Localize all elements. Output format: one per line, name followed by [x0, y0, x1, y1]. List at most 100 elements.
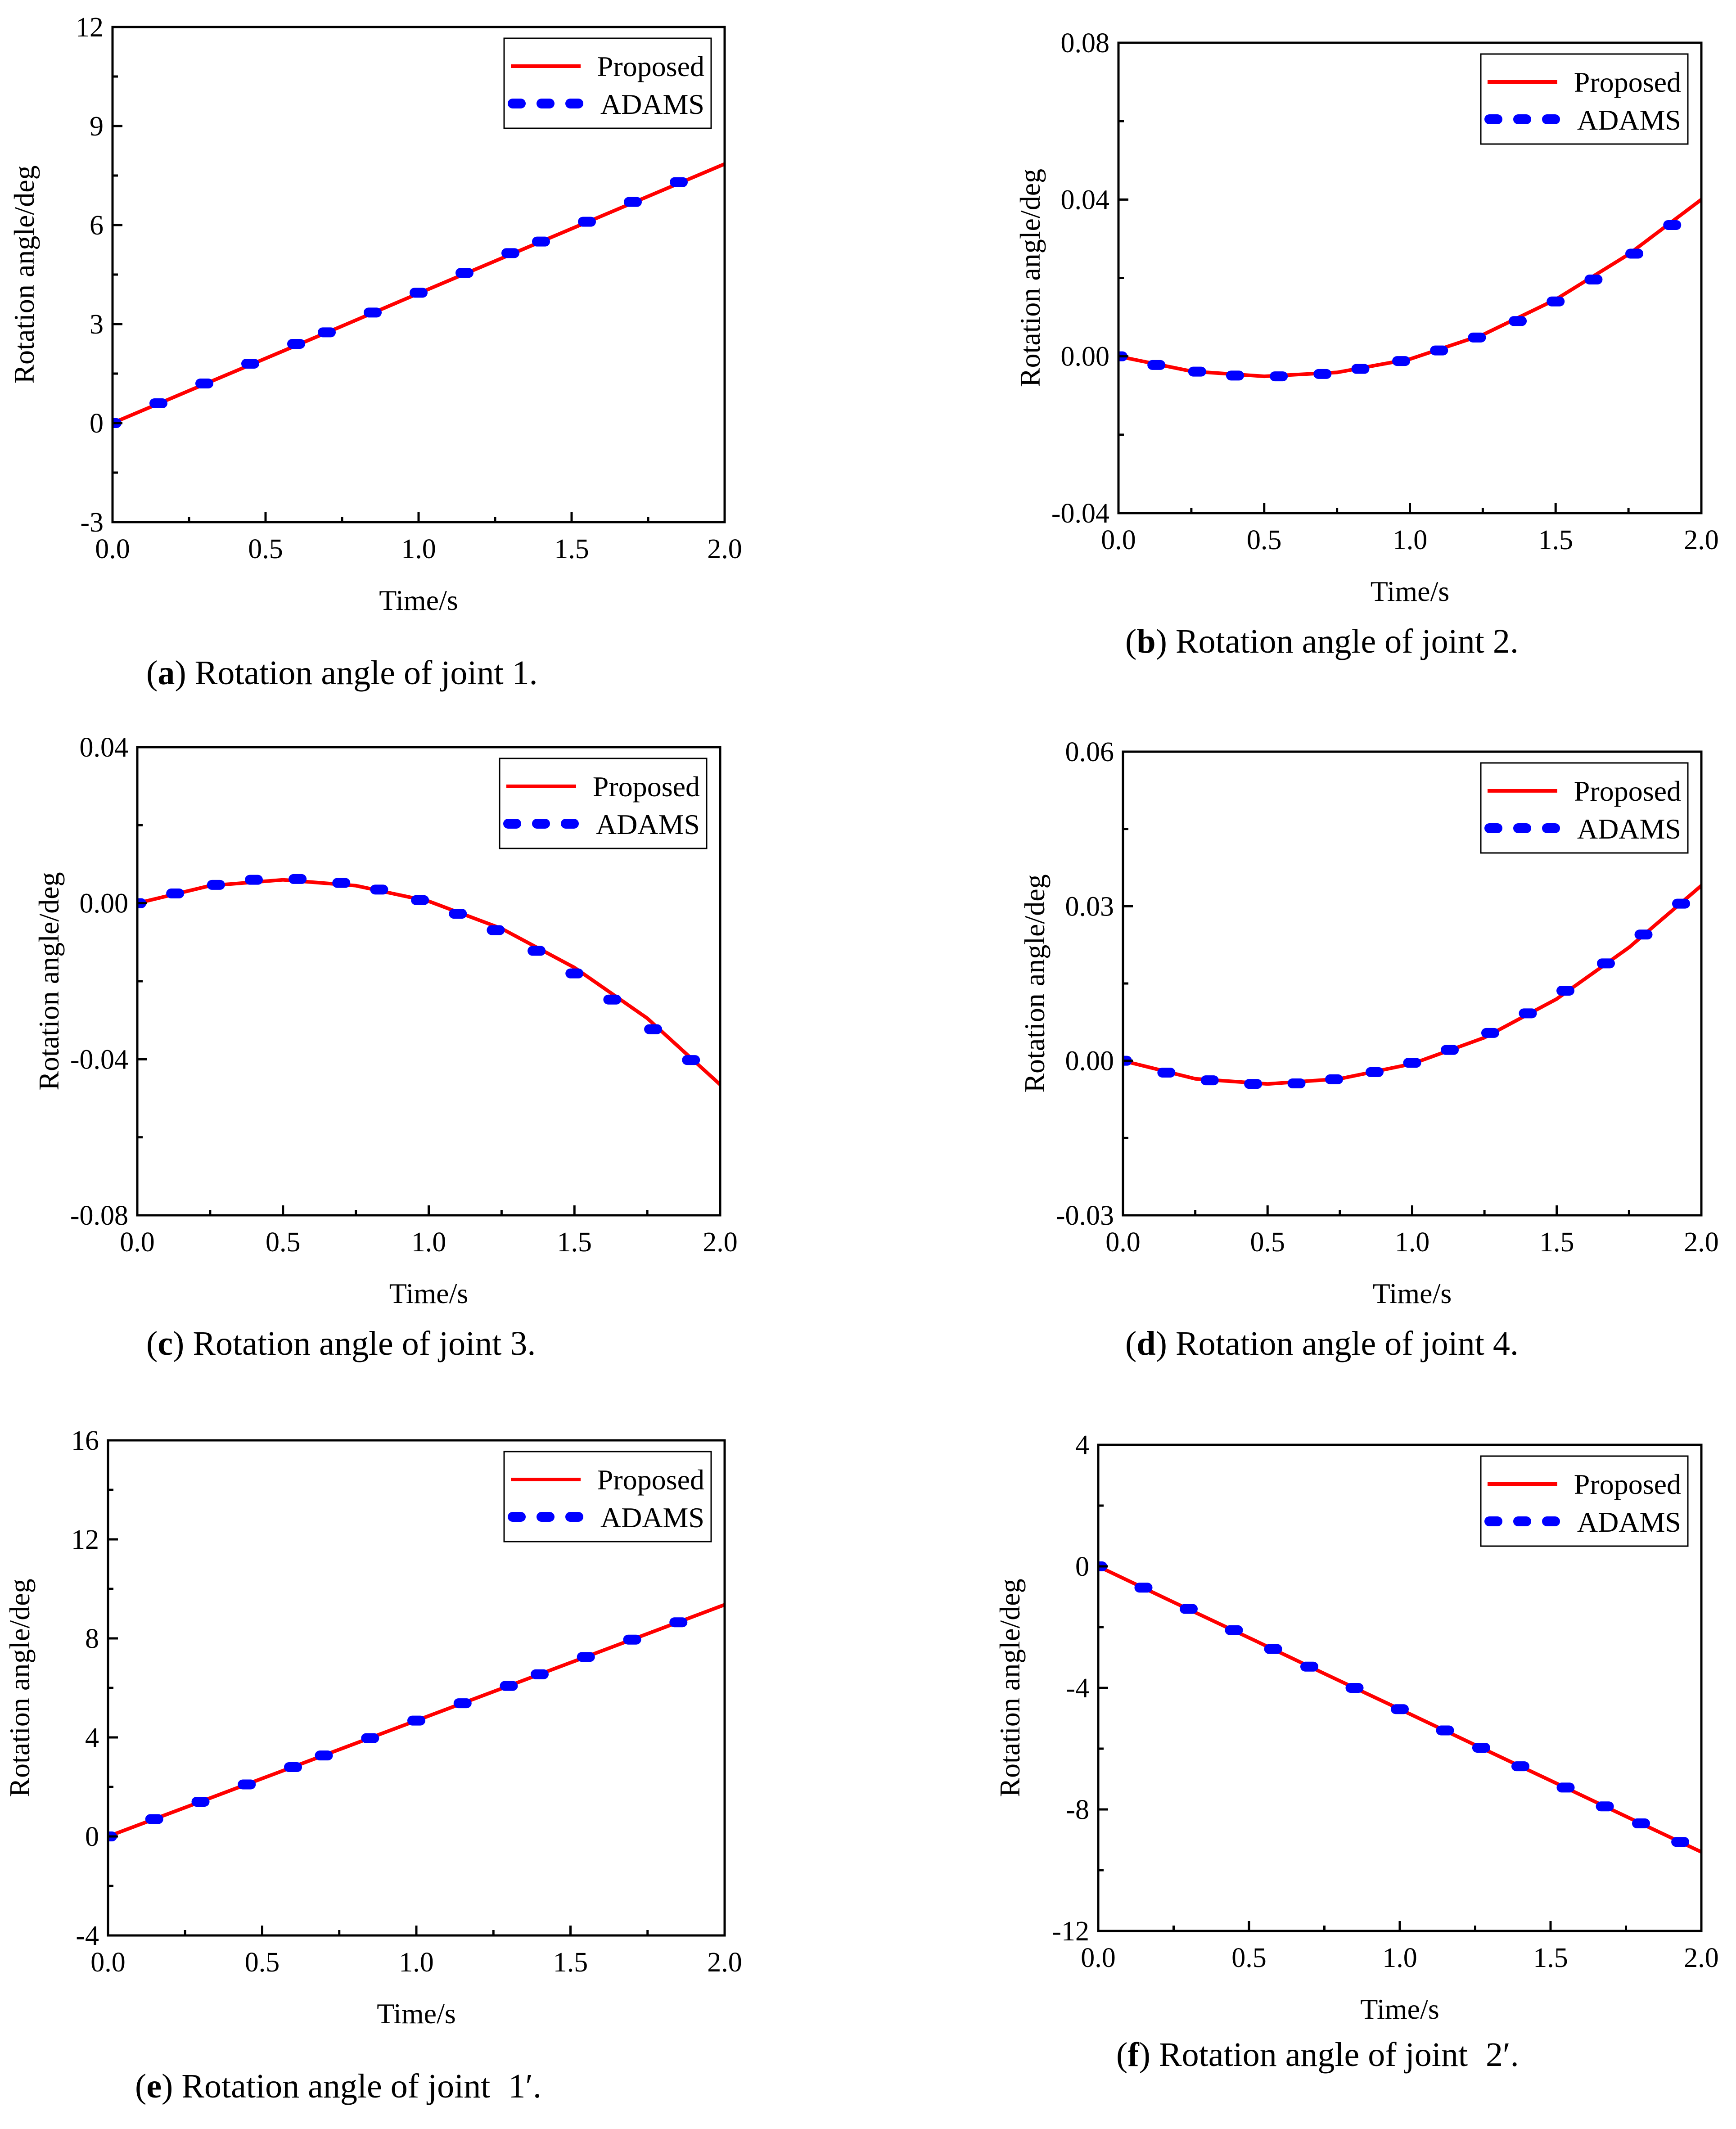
- caption-letter: b: [1136, 622, 1155, 660]
- caption-open-paren: (: [1125, 1325, 1136, 1362]
- x-tick-label: 2.0: [1684, 525, 1719, 555]
- x-tick-label: 1.0: [1382, 1943, 1417, 1973]
- x-tick-label: 2.0: [1684, 1943, 1719, 1973]
- x-tick-label: 0.5: [266, 1227, 301, 1258]
- y-tick-label: 0.08: [1061, 28, 1110, 59]
- x-tick-label: 1.5: [1533, 1943, 1568, 1973]
- series-proposed-line: [1123, 884, 1701, 1086]
- panel-caption: (b) Rotation angle of joint 2.: [1125, 622, 1519, 660]
- x-tick-label: 0.5: [248, 534, 283, 564]
- legend-proposed-label: Proposed: [1574, 775, 1681, 807]
- legend: Proposed ADAMS: [1480, 1455, 1689, 1547]
- y-axis-label: Rotation angle/deg: [8, 165, 40, 383]
- y-axis-label: Rotation angle/deg: [1019, 874, 1051, 1092]
- y-axis-label: Rotation angle/deg: [994, 1579, 1026, 1797]
- x-tick-label: 0.0: [90, 1947, 126, 1978]
- caption-letter: f: [1127, 2036, 1140, 2074]
- panel-caption: (c) Rotation angle of joint 3.: [146, 1325, 536, 1362]
- y-tick-label: 12: [76, 12, 104, 43]
- legend-proposed-label: Proposed: [1574, 66, 1681, 98]
- caption-text: ) Rotation angle of joint: [162, 2067, 490, 2105]
- panel-caption: (d) Rotation angle of joint 4.: [1125, 1325, 1519, 1362]
- caption-text: ) Rotation angle of joint 3.: [173, 1325, 536, 1362]
- y-tick-label: -0.03: [1056, 1200, 1114, 1231]
- x-tick-label: 1.5: [557, 1227, 592, 1258]
- caption-joint-symbol: 2′: [1486, 2036, 1511, 2074]
- caption-text: ) Rotation angle of joint: [1139, 2036, 1468, 2074]
- legend-adams-label: ADAMS: [1577, 813, 1681, 845]
- caption-end: .: [533, 2067, 541, 2105]
- y-tick-label: 0.00: [1065, 1046, 1114, 1077]
- x-axis-label: Time/s: [377, 1998, 456, 2030]
- legend: Proposed ADAMS: [1480, 53, 1689, 145]
- caption-text: ) Rotation angle of joint 2.: [1156, 622, 1519, 660]
- y-tick-label: -3: [80, 507, 104, 538]
- y-tick-label: -0.04: [1051, 498, 1109, 529]
- x-tick-label: 0.0: [1105, 1227, 1141, 1258]
- caption-letter: d: [1136, 1325, 1155, 1362]
- chart-panel-a: 0.0 0.5 1.0 1.5 2.0 -3 0 3 6 9 12 Time/s Rotation an…: [8, 12, 742, 692]
- panel-caption: (e) Rotation angle of joint 1′.: [135, 2067, 541, 2105]
- legend-adams-label: ADAMS: [1577, 104, 1681, 136]
- chart-panel-b: 0.0 0.5 1.0 1.5 2.0 -0.04 0.00 0.04 0.08 Time/s Ro…: [1014, 28, 1719, 660]
- x-tick-label: 1.5: [1539, 1227, 1574, 1258]
- x-tick-label: 1.5: [553, 1947, 588, 1978]
- x-tick-label: 2.0: [1684, 1227, 1719, 1258]
- legend: Proposed ADAMS: [499, 758, 708, 849]
- panel-caption: (f) Rotation angle of joint 2′.: [1116, 2036, 1519, 2074]
- y-tick-label: 0.04: [1061, 185, 1110, 215]
- legend-adams-label: ADAMS: [596, 808, 700, 840]
- y-tick-label: 8: [85, 1624, 99, 1654]
- y-tick-label: 0.06: [1065, 737, 1114, 767]
- x-tick-label: 0.5: [1247, 525, 1282, 555]
- legend-adams-label: ADAMS: [1577, 1506, 1681, 1538]
- x-tick-label: 0.5: [245, 1947, 280, 1978]
- x-tick-label: 2.0: [707, 534, 742, 564]
- x-axis-label: Time/s: [1373, 1277, 1452, 1309]
- y-tick-label: -4: [1066, 1673, 1089, 1704]
- y-tick-label: -12: [1052, 1916, 1089, 1947]
- legend: Proposed ADAMS: [503, 1451, 712, 1543]
- legend-proposed-label: Proposed: [593, 771, 700, 803]
- panel-caption: (a) Rotation angle of joint 1.: [146, 654, 538, 692]
- x-tick-label: 1.5: [1538, 525, 1574, 555]
- caption-open-paren: (: [1125, 622, 1136, 660]
- x-tick-label: 1.0: [401, 534, 436, 564]
- chart-panel-d: 0.0 0.5 1.0 1.5 2.0 -0.03 0.00 0.03 0.06 Time/s Ro…: [1019, 737, 1719, 1362]
- y-tick-label: 16: [71, 1425, 99, 1456]
- y-tick-label: 3: [90, 309, 104, 340]
- y-tick-label: -8: [1066, 1795, 1089, 1825]
- x-tick-label: 1.0: [1393, 525, 1428, 555]
- y-tick-label: 4: [85, 1723, 99, 1753]
- legend-adams-label: ADAMS: [600, 1502, 704, 1534]
- chart-panel-f: 0.0 0.5 1.0 1.5 2.0 -12 -8 -4 0 4 Time/s Rotation a…: [994, 1430, 1719, 2074]
- legend-box: [503, 37, 712, 129]
- y-tick-label: 0: [1075, 1552, 1089, 1582]
- caption-open-paren: (: [146, 1325, 158, 1362]
- legend: Proposed ADAMS: [1480, 762, 1689, 854]
- y-tick-label: 0: [90, 408, 104, 439]
- legend: Proposed ADAMS: [503, 37, 712, 129]
- x-axis-label: Time/s: [1360, 1993, 1439, 2025]
- chart-panel-e: 0.0 0.5 1.0 1.5 2.0 -4 0 4 8 12 16 Time/s Rotation a…: [4, 1425, 742, 2105]
- x-axis-label: Time/s: [379, 584, 458, 616]
- series-proposed-line: [1118, 198, 1701, 379]
- x-tick-label: 2.0: [707, 1947, 742, 1978]
- caption-letter: a: [158, 654, 175, 692]
- caption-joint-symbol: 1′: [508, 2067, 533, 2105]
- y-tick-label: 0.03: [1065, 891, 1114, 922]
- legend-proposed-label: Proposed: [1574, 1468, 1681, 1500]
- legend-box: [503, 1451, 712, 1543]
- x-tick-label: 1.0: [399, 1947, 434, 1978]
- x-axis-label: Time/s: [389, 1277, 469, 1309]
- y-tick-label: 4: [1075, 1430, 1089, 1461]
- caption-end: .: [1511, 2036, 1519, 2074]
- y-tick-label: 0.00: [1061, 342, 1110, 372]
- x-tick-label: 0.0: [120, 1227, 155, 1258]
- x-tick-label: 0.0: [1101, 525, 1136, 555]
- caption-letter: e: [146, 2067, 162, 2105]
- y-tick-label: -0.08: [70, 1200, 128, 1231]
- x-axis-label: Time/s: [1371, 575, 1450, 607]
- y-tick-label: 9: [90, 111, 104, 142]
